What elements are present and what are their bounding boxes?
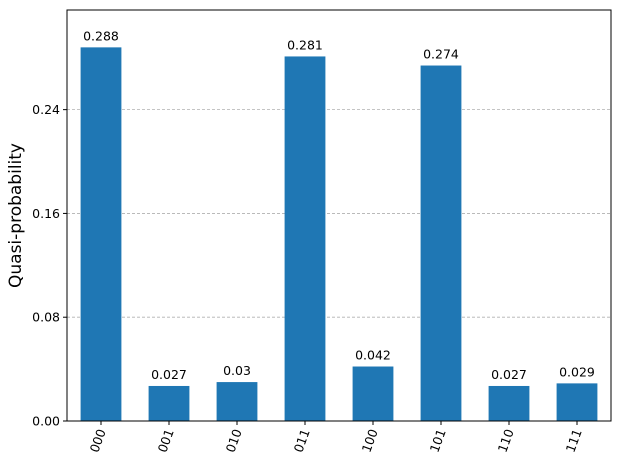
bar-value-label: 0.042: [355, 348, 391, 363]
bars: [80, 47, 598, 422]
bar: [284, 56, 326, 422]
bar: [216, 382, 258, 421]
x-tick-label: 110: [495, 427, 517, 455]
bar-value-label: 0.027: [491, 367, 527, 382]
y-axis-label: Quasi-probability: [6, 143, 26, 288]
y-tick-label: 0.16: [32, 206, 60, 221]
y-tick-label: 0.08: [32, 310, 60, 325]
x-tick-label: 101: [427, 427, 449, 455]
bar-value-label: 0.288: [83, 28, 119, 43]
bar-value-label: 0.03: [223, 363, 251, 378]
y-grid: [67, 109, 611, 318]
plot-frame: [66, 9, 612, 422]
bar: [148, 385, 190, 421]
y-tick-label: 0.24: [32, 102, 60, 117]
x-tick-label: 000: [87, 427, 109, 455]
bar-value-label: 0.274: [423, 47, 459, 62]
y-axis: 0.00 0.08 0.16 0.24: [32, 102, 67, 429]
bar-value-label: 0.027: [151, 367, 187, 382]
bar-value-label: 0.029: [559, 364, 595, 379]
x-tick-label: 111: [563, 427, 585, 455]
x-tick-label: 010: [223, 427, 245, 455]
bar: [556, 383, 598, 421]
y-tick-label: 0.00: [32, 414, 60, 429]
bar: [488, 385, 530, 421]
bar: [420, 65, 462, 421]
x-axis: 000 001 010 011 100 101 110 111: [87, 421, 585, 454]
x-tick-label: 100: [359, 427, 381, 455]
x-tick-label: 011: [291, 427, 313, 455]
bar: [80, 47, 122, 421]
bar: [352, 366, 394, 421]
x-tick-label: 001: [155, 427, 177, 455]
bar-value-label: 0.281: [287, 37, 323, 52]
data-labels: 0.288 0.027 0.03 0.281 0.042 0.274 0.027 0.029: [83, 28, 595, 382]
